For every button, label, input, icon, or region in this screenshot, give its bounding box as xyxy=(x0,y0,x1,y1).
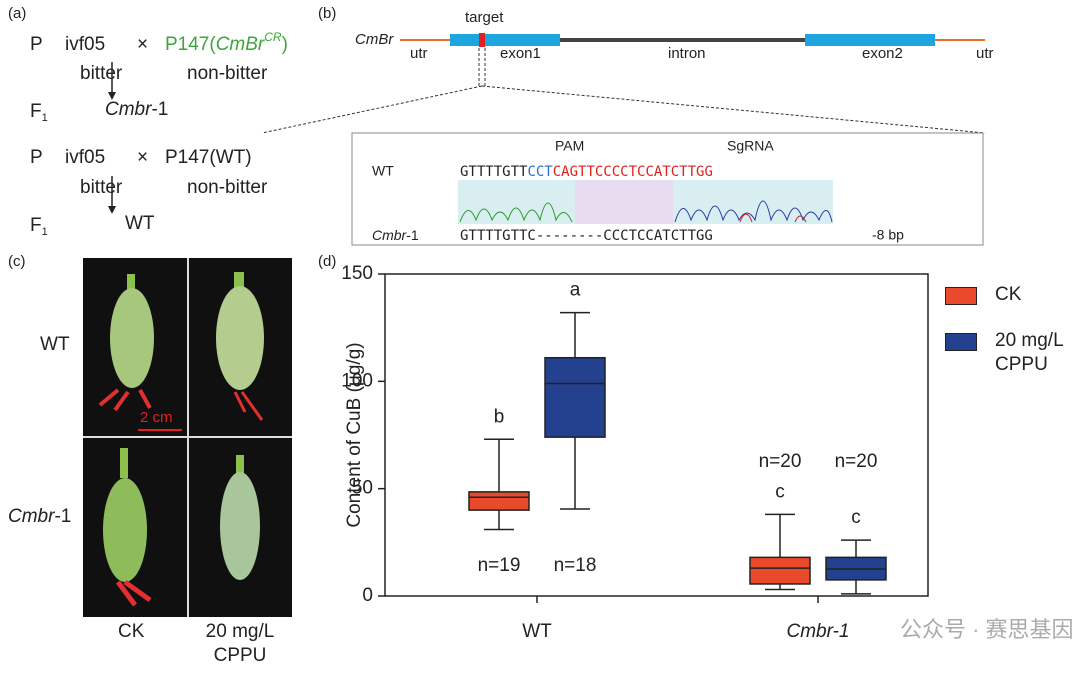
superscript: CR xyxy=(264,30,282,44)
x-tick-label: Cmbr-1 xyxy=(787,621,850,642)
region-label: utr xyxy=(410,45,428,62)
parenthesis: ) xyxy=(282,34,288,55)
row-label: Cmbr-1 xyxy=(8,506,71,527)
target-label: target xyxy=(465,9,504,26)
gene: Cmbr xyxy=(372,227,408,243)
trait: bitter xyxy=(80,63,123,84)
trait: bitter xyxy=(80,177,123,198)
sequence: GTTTTGTTCCTCAGTTCCCCTCCATCTTGG xyxy=(460,164,713,180)
parent-name: P147( xyxy=(165,34,216,55)
chromatogram-bg xyxy=(575,180,673,224)
sequence: GTTTTGTTC--------CCCTCCATCTTGG xyxy=(460,228,713,244)
sgrna-label: SgRNA xyxy=(727,138,774,154)
allele: -1 xyxy=(54,506,71,527)
parent: P147(CmBrCR) xyxy=(165,30,288,55)
col-label: 20 mg/L CPPU xyxy=(205,621,275,666)
arrow-head xyxy=(108,92,116,100)
cross-sign: × xyxy=(137,147,148,168)
region-label: intron xyxy=(668,45,706,62)
f: F xyxy=(30,101,42,122)
panel-label: (a) xyxy=(8,5,26,22)
gene-name: CmBr xyxy=(355,31,394,48)
region-label: utr xyxy=(976,45,994,62)
row-label: WT xyxy=(372,163,394,179)
chromatogram xyxy=(739,213,807,223)
target-site xyxy=(479,33,485,47)
trait: non-bitter xyxy=(187,177,268,198)
row-label: WT xyxy=(40,334,70,355)
n-label: n=19 xyxy=(478,555,521,576)
panel-label: (d) xyxy=(318,253,336,270)
legend-swatch xyxy=(945,333,977,351)
n-label: n=20 xyxy=(835,451,878,472)
generation: F1 xyxy=(30,215,48,238)
row-label: Cmbr-1 xyxy=(372,227,419,243)
fruit-photos xyxy=(98,272,264,607)
significance-letter: b xyxy=(494,406,505,427)
legend-label: 20 mg/L CPPU xyxy=(995,330,1063,375)
pam-label: PAM xyxy=(555,138,584,154)
x-tick-label: WT xyxy=(522,621,552,642)
panel-label: (c) xyxy=(8,253,26,270)
significance-letter: c xyxy=(851,507,861,528)
generation: P xyxy=(30,147,43,168)
y-tick-label: 0 xyxy=(362,585,373,606)
panel-label: (b) xyxy=(318,5,336,22)
y-axis-label: Content of CuB (μg/g) xyxy=(344,342,365,527)
exon xyxy=(450,34,560,46)
n-label: n=20 xyxy=(759,451,802,472)
plot-frame xyxy=(384,273,929,597)
scale-label: 2 cm xyxy=(140,409,173,426)
significance-letter: a xyxy=(570,280,581,301)
box xyxy=(544,356,606,438)
offspring: Cmbr-1 xyxy=(105,99,168,120)
allele: -1 xyxy=(406,227,419,243)
f: F xyxy=(30,215,42,236)
box xyxy=(749,556,811,585)
y-tick-label: 150 xyxy=(341,263,373,284)
seq-pam: CCT xyxy=(527,164,553,180)
generation: P xyxy=(30,34,43,55)
gene: CmBr xyxy=(216,34,265,55)
chromatogram xyxy=(674,200,833,223)
box-chart: 0 50 100 150 Content of CuB (μg/g) WT b n=19 a n=… xyxy=(341,263,929,642)
exon xyxy=(805,34,935,46)
significance-letter: c xyxy=(775,481,785,502)
chromatogram xyxy=(459,202,573,223)
generation: F1 xyxy=(30,101,48,124)
zoom-lines xyxy=(261,48,986,134)
arrow-head xyxy=(108,206,116,214)
y-tick-label: 100 xyxy=(341,370,373,391)
parent: ivf05 xyxy=(65,34,105,55)
region-label: exon1 xyxy=(500,45,541,62)
allele: -1 xyxy=(151,99,168,120)
watermark: 公众号 · 赛思基因 xyxy=(900,617,1074,642)
n-label: n=18 xyxy=(554,555,597,576)
subscript: 1 xyxy=(42,226,48,238)
cross-sign: × xyxy=(137,34,148,55)
gene: Cmbr xyxy=(8,506,55,527)
parent: ivf05 xyxy=(65,147,105,168)
legend-label: CK xyxy=(995,284,1022,305)
gene: Cmbr xyxy=(105,99,152,120)
trait: non-bitter xyxy=(187,63,268,84)
deletion-label: -8 bp xyxy=(872,227,904,243)
seq-part: GTTTTGTT xyxy=(460,164,528,180)
col-label: CK xyxy=(118,621,145,642)
subscript: 1 xyxy=(42,112,48,124)
offspring: WT xyxy=(125,213,155,234)
parent: P147(WT) xyxy=(165,147,252,168)
box xyxy=(468,491,530,511)
seq-sgrna: CAGTTCCCCTCCATCTTGG xyxy=(553,164,713,180)
y-tick-label: 50 xyxy=(352,478,373,499)
legend-swatch xyxy=(945,287,977,305)
region-label: exon2 xyxy=(862,45,903,62)
